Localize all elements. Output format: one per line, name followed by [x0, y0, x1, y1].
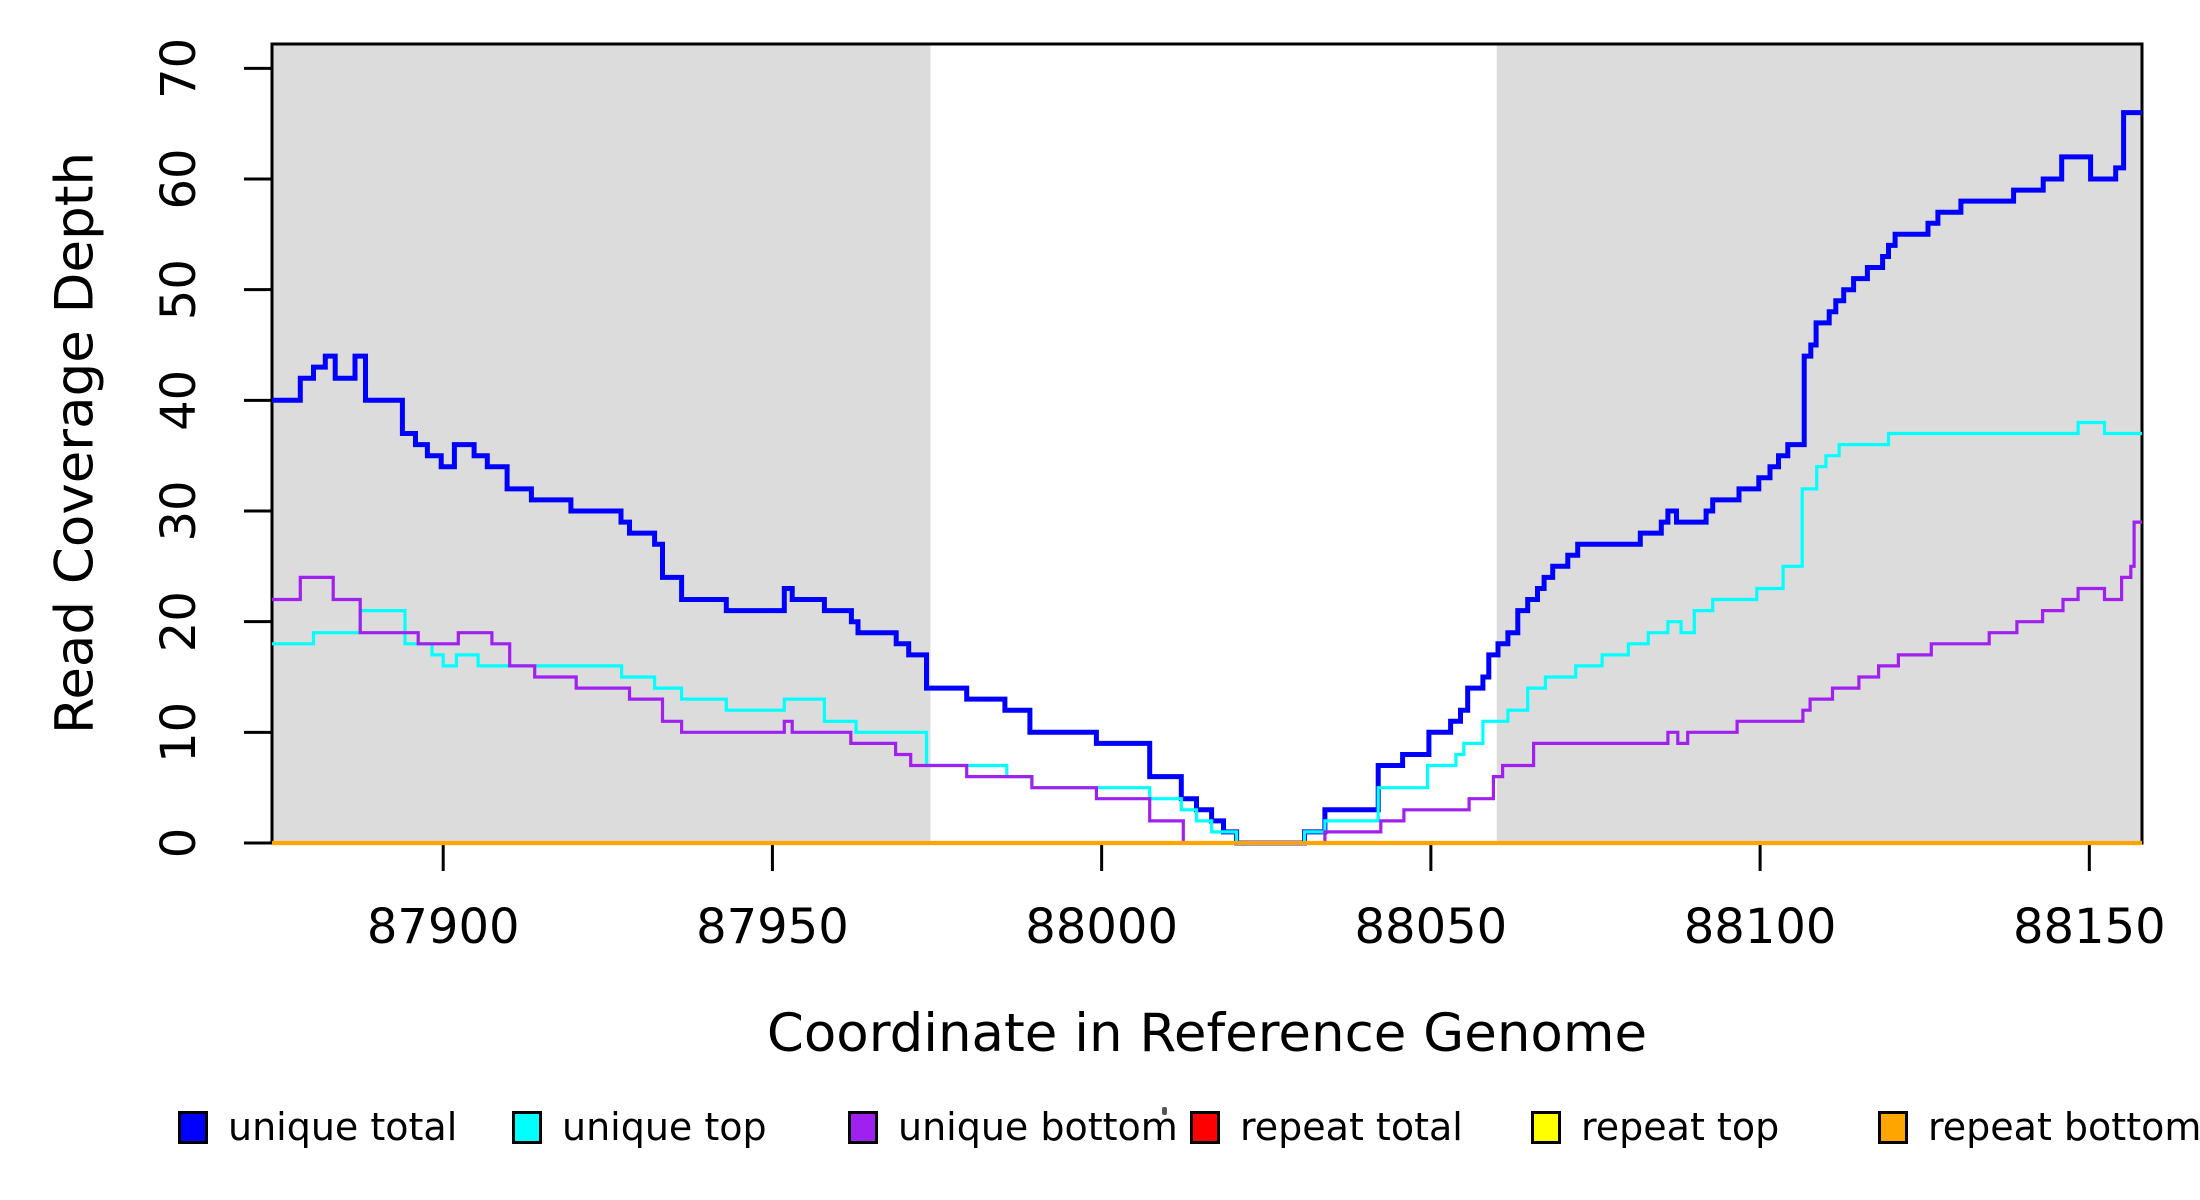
y-tick-label: 30	[151, 480, 207, 541]
series-unique-total	[272, 110, 2142, 846]
x-tick-label: 88000	[1025, 899, 1178, 955]
x-axis-title: Coordinate in Reference Genome	[766, 1003, 1648, 1064]
x-tick-label: 88050	[1355, 899, 1508, 955]
x-tick-label: 87950	[696, 899, 849, 955]
y-tick-label: 10	[151, 702, 207, 763]
y-tick-label: 70	[151, 38, 207, 99]
legend-swatch-icon	[1531, 1110, 1561, 1144]
y-axis-title: Read Coverage Depth	[44, 151, 106, 735]
legend-item-label: repeat total	[1240, 1105, 1463, 1149]
legend-swatch-icon	[512, 1110, 542, 1144]
series-unique-top	[272, 420, 2142, 845]
legend-swatch-icon	[1190, 1110, 1220, 1144]
legend-item-label: unique top	[562, 1105, 767, 1149]
y-tick-label: 20	[151, 591, 207, 652]
legend-swatch-icon	[848, 1110, 878, 1144]
legend-item-unique-top: unique top	[512, 1095, 767, 1159]
legend-item-label: repeat top	[1581, 1105, 1780, 1149]
stray-dot	[1162, 1107, 1167, 1115]
x-tick-label: 87900	[367, 899, 520, 955]
legend-item-label: unique total	[228, 1105, 458, 1149]
series-unique-bottom	[272, 520, 2142, 845]
legend-swatch-icon	[178, 1110, 208, 1144]
legend-item-label: repeat bottom	[1928, 1105, 2200, 1149]
legend-item-unique-total: unique total	[178, 1095, 457, 1159]
legend-swatch-icon	[1878, 1110, 1908, 1144]
shaded-region	[272, 44, 931, 843]
legend: unique total unique top unique bottom repea…	[0, 1095, 2200, 1165]
y-tick-label: 50	[151, 259, 207, 320]
y-tick-label: 60	[151, 148, 207, 209]
x-tick-label: 88150	[2013, 899, 2166, 955]
y-tick-label: 40	[151, 370, 207, 431]
legend-item-repeat-total: repeat total	[1190, 1095, 1463, 1159]
legend-item-label: unique bottom	[898, 1105, 1178, 1149]
legend-item-repeat-bottom: repeat bottom	[1878, 1095, 2200, 1159]
y-tick-label: 0	[151, 828, 207, 859]
shaded-region	[1496, 44, 2142, 843]
x-tick-label: 88100	[1684, 899, 1837, 955]
legend-item-unique-bottom: unique bottom	[848, 1095, 1178, 1159]
legend-item-repeat-top: repeat top	[1531, 1095, 1779, 1159]
